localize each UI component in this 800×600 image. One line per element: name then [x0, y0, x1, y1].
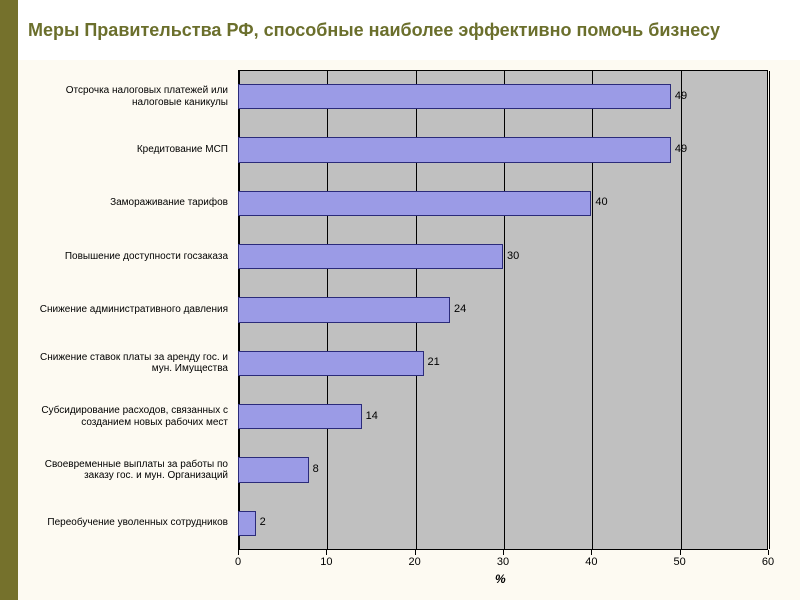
category-label: Своевременные выплаты за работы по заказ…	[38, 459, 228, 482]
title-band: Меры Правительства РФ, способные наиболе…	[18, 0, 800, 60]
category-label: Снижение ставок платы за аренду гос. и м…	[38, 352, 228, 375]
category-label: Повышение доступности госзаказа	[38, 251, 228, 263]
bar	[238, 351, 424, 377]
bar-value-label: 49	[675, 143, 687, 155]
x-tick-label: 10	[320, 556, 332, 568]
bar	[238, 244, 503, 270]
bar	[238, 457, 309, 483]
bar	[238, 137, 671, 163]
bar-value-label: 21	[428, 356, 440, 368]
x-tick-mark	[503, 550, 504, 555]
x-tick-mark	[326, 550, 327, 555]
bar-value-label: 49	[675, 90, 687, 102]
bar-value-label: 30	[507, 250, 519, 262]
x-tick-mark	[238, 550, 239, 555]
x-tick-mark	[415, 550, 416, 555]
x-axis-title: %	[495, 572, 506, 586]
x-tick-mark	[680, 550, 681, 555]
bar	[238, 191, 591, 217]
bar-value-label: 24	[454, 303, 466, 315]
x-tick-label: 20	[409, 556, 421, 568]
category-label: Переобучение уволенных сотрудников	[38, 517, 228, 529]
chart-area: 0 10 20 30 40 50 60 49 Отсрочка налоговых платеж…	[18, 60, 800, 600]
x-tick-mark	[591, 550, 592, 555]
category-label: Отсрочка налоговых платежей или налоговы…	[38, 85, 228, 108]
decorative-left-stripe	[0, 0, 18, 600]
bar-value-label: 40	[595, 196, 607, 208]
bar	[238, 511, 256, 537]
x-tick-label: 60	[762, 556, 774, 568]
category-label: Замораживание тарифов	[38, 197, 228, 209]
x-tick-label: 40	[585, 556, 597, 568]
grid-line	[769, 71, 770, 549]
x-tick-label: 50	[674, 556, 686, 568]
page-title: Меры Правительства РФ, способные наиболе…	[28, 19, 720, 42]
bar-value-label: 14	[366, 410, 378, 422]
bar	[238, 297, 450, 323]
x-tick-label: 0	[235, 556, 241, 568]
bar	[238, 84, 671, 110]
category-label: Субсидирование расходов, связанных с соз…	[38, 405, 228, 428]
category-label: Снижение административного давления	[38, 304, 228, 316]
bar-value-label: 2	[260, 516, 266, 528]
x-tick-mark	[768, 550, 769, 555]
category-label: Кредитование МСП	[38, 144, 228, 156]
bar	[238, 404, 362, 430]
x-tick-label: 30	[497, 556, 509, 568]
bar-value-label: 8	[313, 463, 319, 475]
